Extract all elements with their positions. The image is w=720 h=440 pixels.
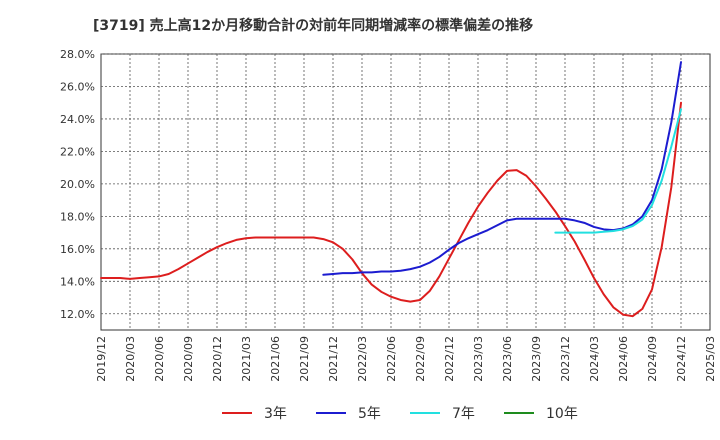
legend-label: 3年 bbox=[264, 406, 287, 422]
x-tick-label: 2022/12 bbox=[443, 336, 456, 382]
legend-label: 5年 bbox=[358, 406, 381, 422]
x-tick-label: 2024/09 bbox=[646, 336, 659, 382]
x-tick-label: 2022/09 bbox=[414, 336, 427, 382]
y-tick-label: 22.0% bbox=[60, 145, 95, 158]
y-axis: 28.0% 26.0% 24.0% 22.0% 20.0% 18.0% 16.0% 14.0%… bbox=[60, 48, 95, 321]
series-line-3 bbox=[554, 108, 682, 234]
y-tick-label: 28.0% bbox=[60, 48, 95, 61]
x-tick-label: 2021/09 bbox=[298, 336, 311, 382]
x-tick-label: 2020/03 bbox=[124, 336, 137, 382]
y-tick-label: 20.0% bbox=[60, 178, 95, 191]
x-tick-label: 2024/06 bbox=[617, 336, 630, 382]
x-tick-label: 2020/06 bbox=[153, 336, 166, 382]
x-tick-label: 2022/03 bbox=[356, 336, 369, 382]
x-axis: 2019/12 2020/03 2020/06 2020/09 2020/12 2021/… bbox=[95, 336, 717, 382]
y-tick-label: 14.0% bbox=[60, 275, 95, 288]
plot-area bbox=[100, 53, 711, 331]
y-tick-label: 16.0% bbox=[60, 243, 95, 256]
y-tick-label: 26.0% bbox=[60, 80, 95, 93]
x-tick-label: 2021/12 bbox=[327, 336, 340, 382]
x-tick-label: 2023/09 bbox=[530, 336, 543, 382]
x-tick-label: 2024/12 bbox=[675, 336, 688, 382]
x-tick-label: 2023/06 bbox=[501, 336, 514, 382]
x-tick-label: 2019/12 bbox=[95, 336, 108, 382]
x-tick-label: 2020/12 bbox=[211, 336, 224, 382]
y-tick-label: 24.0% bbox=[60, 113, 95, 126]
x-tick-label: 2020/09 bbox=[182, 336, 195, 382]
chart-title: [3719] 売上高12か月移動合計の対前年同期増減率の標準偏差の推移 bbox=[93, 17, 533, 34]
series-line-1 bbox=[100, 101, 682, 318]
y-tick-label: 12.0% bbox=[60, 308, 95, 321]
x-tick-label: 2024/03 bbox=[588, 336, 601, 382]
y-tick-label: 18.0% bbox=[60, 210, 95, 223]
grid bbox=[101, 53, 710, 330]
x-tick-label: 2023/12 bbox=[559, 336, 572, 382]
legend-label: 10年 bbox=[546, 406, 578, 422]
legend: 3年 5年 7年 10年 bbox=[222, 406, 578, 422]
legend-label: 7年 bbox=[452, 406, 475, 422]
x-tick-label: 2022/06 bbox=[385, 336, 398, 382]
x-tick-label: 2023/03 bbox=[472, 336, 485, 382]
x-tick-label: 2021/06 bbox=[269, 336, 282, 382]
x-tick-label: 2021/03 bbox=[240, 336, 253, 382]
x-tick-label: 2025/03 bbox=[704, 336, 717, 382]
series-group bbox=[100, 61, 682, 318]
